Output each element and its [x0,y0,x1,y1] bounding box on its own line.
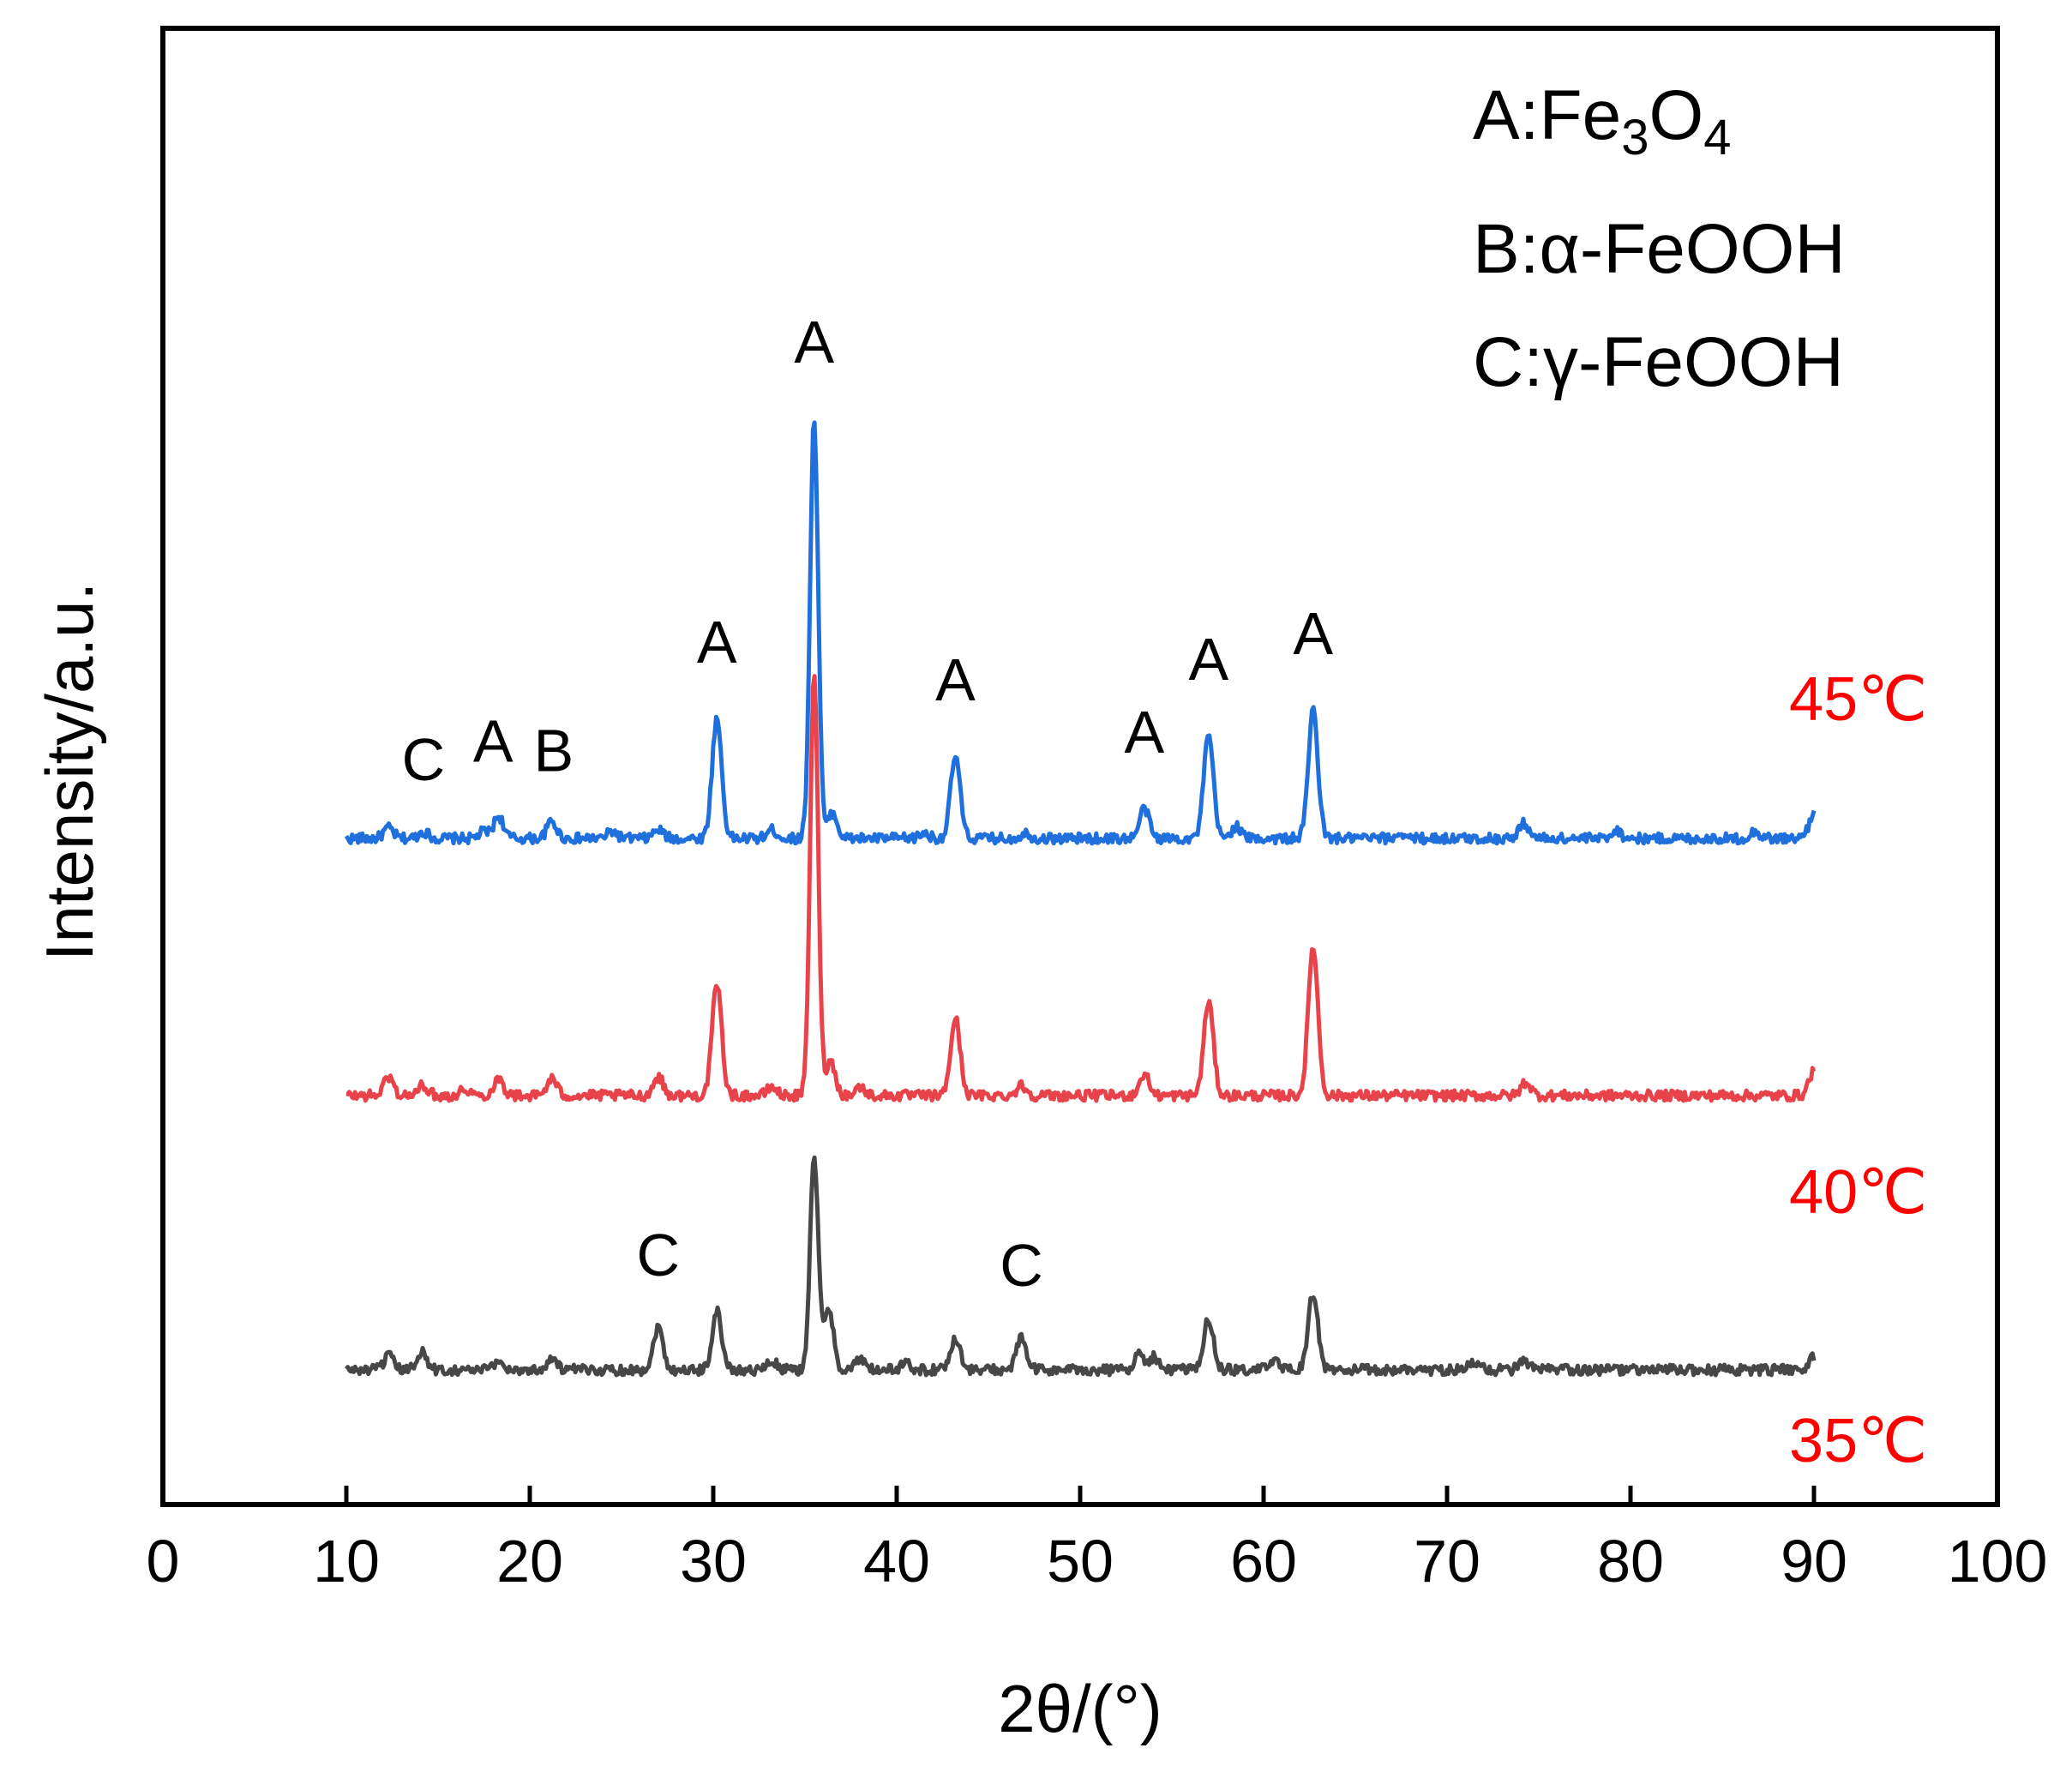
legend-entry-a-key: A: [1473,76,1539,154]
legend-entry-a-sub2: 4 [1703,110,1731,165]
peak-label: C [402,726,446,793]
x-axis-title: 2θ/(°) [998,1671,1162,1746]
series-line-35c [344,1155,1817,1378]
peak-label: A [935,646,976,713]
x-tick-label: 0 [147,1528,180,1595]
peak-label: A [1188,626,1228,693]
y-axis-title: Intensity/a.u. [32,582,107,961]
peak-label: B [533,717,574,784]
peak-label: A [1293,600,1333,667]
series-label: 35℃ [1789,1407,1927,1475]
legend-entry-a-sub1: 3 [1621,110,1649,165]
legend: A:Fe3O4 B:α-FeOOH C:γ-FeOOH [1473,76,1846,401]
x-tick-label: 80 [1597,1528,1664,1595]
series-labels: 45℃ 40℃ 35℃ [1789,665,1927,1475]
x-tick-label: 40 [863,1528,930,1595]
series-layer [344,420,1817,1378]
x-tick-label: 70 [1414,1528,1480,1595]
x-tick-label: 50 [1047,1528,1114,1595]
x-tick-label: 30 [680,1528,747,1595]
legend-entry-a-o: O [1649,76,1703,154]
series-label: 40℃ [1789,1158,1927,1227]
peak-label: C [637,1222,681,1288]
legend-entry-a: A:Fe3O4 [1473,76,1732,165]
peak-label: A [1125,699,1165,766]
x-tick-label: 100 [1948,1528,2048,1595]
x-tick-label: 10 [313,1528,380,1595]
legend-entry-b: B:α-FeOOH [1473,210,1846,288]
series-line-40c [345,674,1817,1103]
peak-label: A [697,609,737,676]
x-tick-label: 90 [1781,1528,1847,1595]
x-axis-ticks: 0 10 20 30 40 50 60 70 80 90 100 [147,1486,2048,1595]
peak-label: A [794,309,834,375]
x-tick-label: 60 [1230,1528,1297,1595]
x-tick-label: 20 [496,1528,563,1595]
series-label: 45℃ [1789,665,1927,734]
peak-label: A [473,707,513,774]
legend-entry-c: C:γ-FeOOH [1473,323,1844,401]
series-line-45c [344,420,1817,846]
legend-entry-a-fe: Fe [1539,76,1621,154]
peak-label: C [1000,1232,1043,1299]
